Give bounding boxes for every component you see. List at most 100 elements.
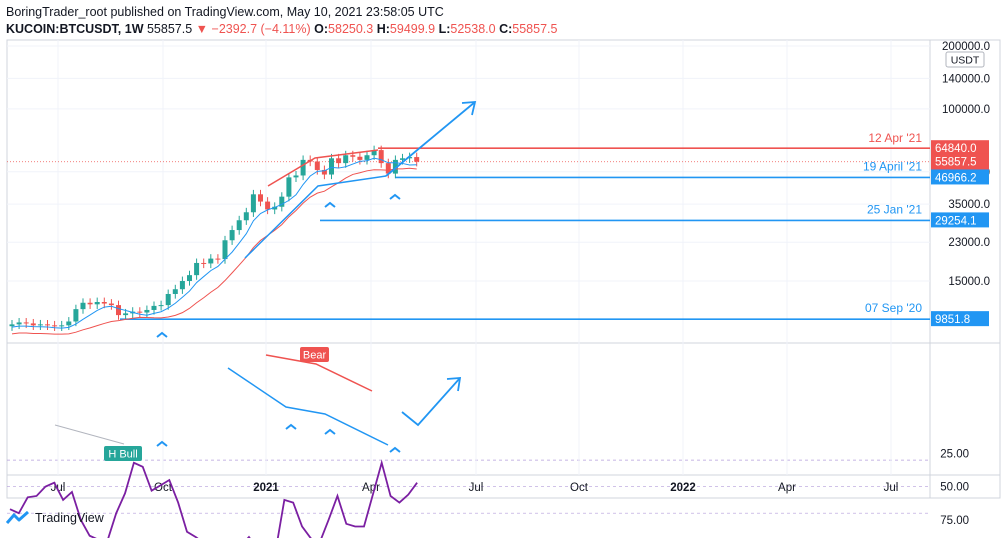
candle-body <box>165 293 171 306</box>
low-value: 52538.0 <box>450 22 496 36</box>
high-value: 59499.9 <box>389 22 436 36</box>
chevron-up-icon <box>324 428 336 435</box>
unit-badge <box>945 51 985 68</box>
time-tick-label: 2022 <box>670 482 696 494</box>
candle-body <box>9 324 15 327</box>
last-price: 55857.5 <box>146 22 193 36</box>
price-tick-label: 100000.0 <box>942 104 990 116</box>
time-tick-label: Jul <box>884 482 899 494</box>
candle-body <box>300 159 306 176</box>
price-label-box <box>931 311 989 327</box>
chevron-up-icon <box>156 440 168 447</box>
projection-arrow <box>385 101 476 177</box>
tradingview-brand[interactable]: TradingView <box>6 511 104 525</box>
bull-divergence-line <box>227 367 389 446</box>
candle-body <box>52 325 58 327</box>
candle-body <box>336 158 342 164</box>
candle-body <box>385 163 391 174</box>
candle-body <box>357 156 363 160</box>
brand-name: TradingView <box>35 511 104 525</box>
open-value: 58250.3 <box>328 22 374 36</box>
publish-info: BoringTrader_root published on TradingVi… <box>6 5 444 19</box>
close-label: C: <box>499 22 513 36</box>
candle-body <box>364 155 370 160</box>
candle-body <box>151 305 157 310</box>
price-tick-label: 35000.0 <box>948 199 990 211</box>
candle-body <box>414 157 420 162</box>
bear-badge <box>300 347 329 362</box>
candle-body <box>343 155 349 164</box>
bull-badge-label: H Bull <box>108 449 137 461</box>
candle-body <box>87 302 93 305</box>
time-tick-label: Jul <box>469 482 484 494</box>
level-note: 07 Sep '20 <box>865 301 922 315</box>
candle-body <box>66 321 72 326</box>
candle-body <box>158 305 164 307</box>
candle-body <box>329 158 334 175</box>
candle-body <box>208 258 214 264</box>
bear-badge-label: Bear <box>303 350 327 362</box>
price-label: 29254.1 <box>935 215 977 227</box>
candle-body <box>229 230 235 241</box>
candle-body <box>30 323 36 326</box>
time-tick-label: 2021 <box>253 482 279 494</box>
projection-arrowhead <box>461 101 477 116</box>
candle-body <box>215 258 221 260</box>
chevron-up-icon <box>389 446 401 453</box>
hidden-bull-line <box>54 424 125 445</box>
chevron-up-icon <box>285 423 297 430</box>
price-label: 55857.5 <box>935 157 977 169</box>
candle-body <box>59 325 65 327</box>
symbol-ohlc-bar: KUCOIN:BTCUSDT, 1W 55857.5 ▼ −2392.7 (−4… <box>6 22 557 36</box>
bull-badge <box>104 446 142 461</box>
upper-trendline <box>267 149 379 187</box>
lower-trendline <box>244 175 387 259</box>
bear-divergence-line <box>265 354 373 392</box>
time-tick-label: Apr <box>362 482 380 494</box>
candle-body <box>16 322 22 325</box>
candle-body <box>37 324 43 326</box>
candle-body <box>314 161 320 170</box>
candle-body <box>243 212 249 221</box>
tradingview-logo-icon <box>6 511 29 524</box>
candle-body <box>108 303 114 306</box>
candle-body <box>101 302 107 304</box>
candle-body <box>392 159 398 174</box>
price-label-box <box>931 212 989 228</box>
price-label: 64840.0 <box>935 143 977 155</box>
rsi-tick-label: 25.00 <box>940 449 969 461</box>
rsi-projection-arrow <box>401 377 461 427</box>
chevron-up-icon <box>324 201 336 208</box>
candle-body <box>371 150 377 156</box>
price-tick-label: 23000.0 <box>948 237 990 249</box>
time-tick-label: Jul <box>51 482 66 494</box>
candle-body <box>378 150 384 164</box>
candle-body <box>23 322 29 324</box>
candle-body <box>45 324 50 326</box>
candle-body <box>400 158 405 160</box>
candle-body <box>258 194 263 202</box>
price-label: 9851.8 <box>935 314 970 326</box>
rsi-tick-label: 50.00 <box>940 482 969 494</box>
level-note: 19 April '21 <box>863 159 922 173</box>
rsi-line <box>9 459 418 538</box>
candle-body <box>279 196 285 207</box>
candle-body <box>80 302 86 310</box>
candle-body <box>236 220 242 231</box>
candle-body <box>293 175 299 178</box>
down-arrow-icon: ▼ <box>195 22 209 36</box>
level-note: 25 Jan '21 <box>867 202 922 216</box>
price-label: 46966.2 <box>935 172 977 184</box>
price-label-box <box>931 169 989 185</box>
low-label: L: <box>438 22 451 36</box>
time-tick-label: Oct <box>154 482 173 494</box>
symbol-label: KUCOIN:BTCUSDT, 1W <box>6 22 144 36</box>
price-tick-label: 15000.0 <box>948 276 990 288</box>
candle-body <box>187 275 192 281</box>
fast-moving-average <box>11 157 417 329</box>
candle-body <box>265 201 271 210</box>
candle-body <box>286 177 292 197</box>
candle-body <box>137 311 143 313</box>
candle-body <box>179 281 185 290</box>
